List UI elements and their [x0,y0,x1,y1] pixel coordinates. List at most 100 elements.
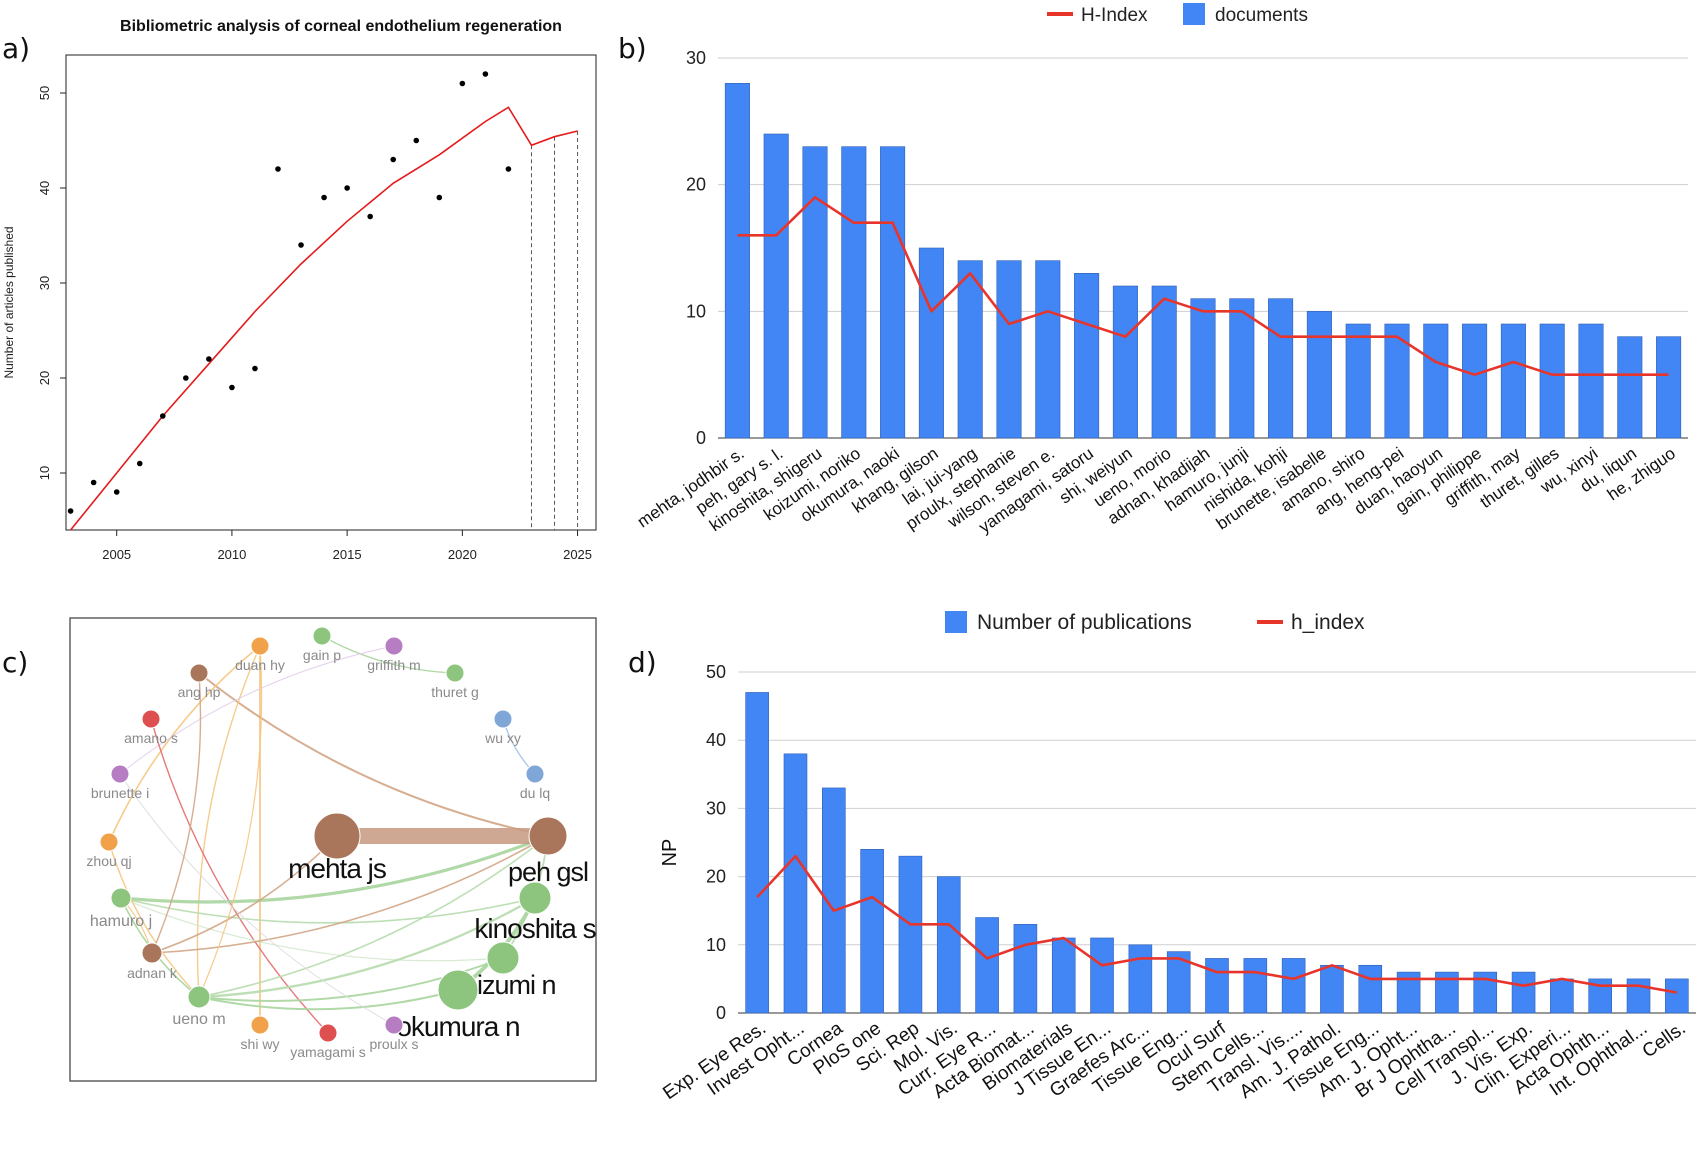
network-node-label: wu xy [484,730,521,746]
network-node [528,816,568,856]
chart-a-ytick-label: 40 [37,181,52,195]
network-edge [198,835,549,998]
network-node [445,663,465,683]
network-node [313,812,361,860]
chart-a-point [436,194,443,201]
chart-a-xtick-label: 2020 [448,547,477,562]
bar [880,146,906,439]
network-node [312,626,332,646]
network-node-label: okumura n [396,1011,519,1042]
index-line [756,854,1678,994]
network-edge [108,645,261,843]
bar [1656,336,1682,439]
bar [1205,958,1229,1014]
network-node-label: brunette i [91,785,149,801]
index-line [737,196,1669,376]
network-node [250,636,270,656]
chart-a-point [298,242,304,248]
network-edge [119,773,395,1026]
ylabel: NP [659,839,681,867]
bar [724,83,750,439]
ytick-label: 20 [706,867,726,887]
chart-a-xtick-label: 2005 [102,547,131,562]
network-node [518,881,552,915]
chart-a-xtick-label: 2010 [217,547,246,562]
chart-a-xtick-label: 2025 [563,547,592,562]
network-edge [198,672,549,837]
network-edge [120,897,504,962]
ytick-label: 10 [706,935,726,955]
bar [1013,924,1038,1014]
network-node [187,985,211,1009]
network-node [437,969,479,1011]
legend-label: h_index [1291,611,1365,634]
bar [1345,323,1371,439]
bar [1051,937,1076,1014]
chart-a-ytick-label: 10 [37,466,52,480]
bar [1500,323,1526,439]
bar [1306,311,1332,439]
network-node-label: peh gsl [508,857,588,887]
network-node [493,709,513,729]
chart-a-point [367,213,373,220]
chart-a-point [183,375,189,381]
chart-a-point [505,166,512,172]
panel-label-b: b) [618,32,647,65]
bar [975,917,999,1014]
bar [1462,323,1488,439]
network-node-label: zhou qj [86,853,131,869]
network-edge [198,645,263,998]
chart-a-point [90,479,97,486]
network-edge [151,835,338,954]
network-edge [120,834,549,904]
chart-a-point [275,166,281,172]
ytick-label: 30 [706,798,726,818]
ytick-label: 20 [686,175,706,195]
network-node-label: adnan k [127,965,178,981]
bar [1151,285,1177,439]
network-edge [196,645,261,998]
chart-a-point [482,71,489,77]
chart-a-ytick-label: 20 [37,371,52,385]
bar [1112,285,1138,439]
network-node [189,663,209,683]
network-node-label: duan hy [235,657,285,673]
network-node [141,942,163,964]
chart-a-point [321,194,327,201]
bar [1617,336,1643,439]
bar [1190,298,1216,439]
bar [1665,978,1689,1014]
chart-a-scatter-fit: Bibliometric analysis of corneal endothe… [2,18,597,562]
network-node-label: yamagami s [290,1044,365,1060]
bar [918,247,944,439]
network-edge [151,835,549,954]
chart-a-point [229,384,235,391]
bar [1074,273,1100,439]
bar [1626,978,1651,1014]
legend-bar-swatch [1183,3,1205,25]
bar [822,787,846,1014]
network-node [384,636,404,656]
network-node [250,1015,270,1035]
chart-a-fit-line [69,106,578,531]
network-edge [119,645,395,775]
network-node [141,709,161,729]
network-edge [198,896,536,999]
network-node [99,832,119,852]
bar [1035,260,1061,439]
network-node-label: shi wy [241,1036,280,1052]
network-edge [321,635,456,674]
panel-label-a: a) [2,32,30,65]
network-node-label: amano s [124,730,178,746]
bar [1166,951,1191,1014]
bar [898,855,923,1014]
network-node [384,1015,404,1035]
panel-label-c: c) [2,646,28,679]
panel-label-d: d) [628,646,657,679]
network-edge [151,672,202,954]
legend-label: Number of publications [977,611,1192,634]
